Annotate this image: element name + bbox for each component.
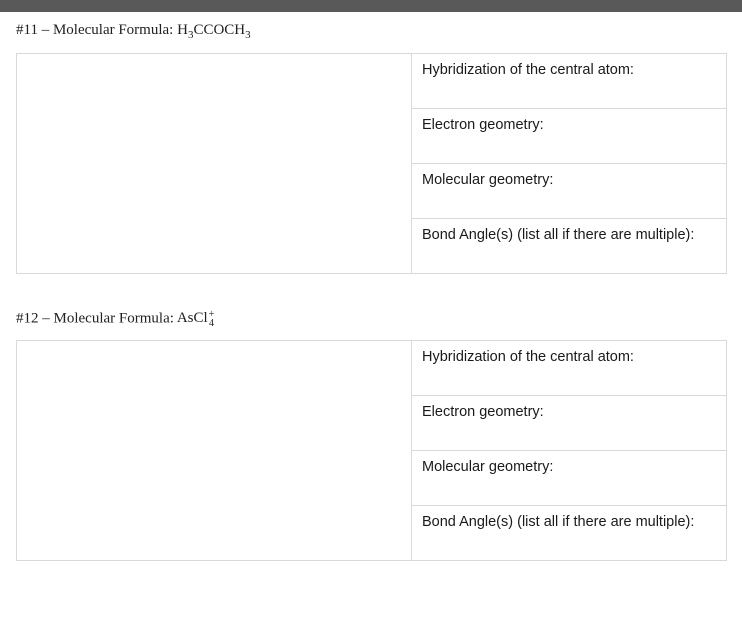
q11-row-bond-angles: Bond Angle(s) (list all if there are mul… <box>412 219 727 274</box>
content-area: #11 – Molecular Formula: H3CCOCH3 Hybrid… <box>0 12 742 561</box>
q12-molecular-geometry-label: Molecular geometry: <box>422 459 553 475</box>
q11-drawing-cell <box>17 54 412 274</box>
question-11-table: Hybridization of the central atom: Elect… <box>16 53 727 274</box>
q12-row-electron-geometry: Electron geometry: <box>412 396 727 451</box>
q11-number: #11 <box>16 22 38 38</box>
q11-row-electron-geometry: Electron geometry: <box>412 109 727 164</box>
top-bar <box>0 0 742 12</box>
q12-row-bond-angles: Bond Angle(s) (list all if there are mul… <box>412 506 727 561</box>
question-11-title: #11 – Molecular Formula: H3CCOCH3 <box>16 22 726 41</box>
q12-electron-geometry-label: Electron geometry: <box>422 404 544 420</box>
q11-row-hybridization: Hybridization of the central atom: <box>412 54 727 109</box>
q12-formula: AsCl+4 <box>177 310 214 326</box>
spacer <box>16 274 726 304</box>
q12-row-molecular-geometry: Molecular geometry: <box>412 451 727 506</box>
q11-hybridization-label: Hybridization of the central atom: <box>422 62 634 78</box>
q11-electron-geometry-label: Electron geometry: <box>422 117 544 133</box>
q11-row-molecular-geometry: Molecular geometry: <box>412 164 727 219</box>
q11-prefix: – Molecular Formula: <box>38 22 177 38</box>
q11-formula: H3CCOCH3 <box>177 22 251 38</box>
q12-hybridization-label: Hybridization of the central atom: <box>422 349 634 365</box>
q12-number: #12 <box>16 310 39 326</box>
question-12-title: #12 – Molecular Formula: AsCl+4 <box>16 310 726 328</box>
q11-bond-angles-label: Bond Angle(s) (list all if there are mul… <box>422 227 694 243</box>
q12-row-hybridization: Hybridization of the central atom: <box>412 341 727 396</box>
question-12-table: Hybridization of the central atom: Elect… <box>16 340 727 561</box>
q12-drawing-cell <box>17 341 412 561</box>
q11-molecular-geometry-label: Molecular geometry: <box>422 172 553 188</box>
q12-bond-angles-label: Bond Angle(s) (list all if there are mul… <box>422 514 694 530</box>
q12-prefix: – Molecular Formula: <box>39 310 177 326</box>
